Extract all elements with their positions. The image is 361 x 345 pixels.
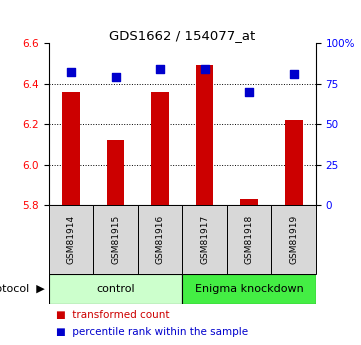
- Title: GDS1662 / 154077_at: GDS1662 / 154077_at: [109, 29, 256, 42]
- Text: protocol  ▶: protocol ▶: [0, 284, 45, 294]
- Bar: [182, 205, 227, 274]
- Text: GSM81919: GSM81919: [289, 215, 298, 264]
- Text: GSM81918: GSM81918: [245, 215, 253, 264]
- Text: Enigma knockdown: Enigma knockdown: [195, 284, 304, 294]
- Point: [291, 71, 296, 77]
- Bar: [62, 92, 80, 205]
- Point: [113, 75, 118, 80]
- Text: control: control: [96, 284, 135, 294]
- Bar: [285, 120, 303, 205]
- Text: ■  percentile rank within the sample: ■ percentile rank within the sample: [56, 327, 248, 337]
- Bar: [240, 199, 258, 205]
- Bar: [196, 66, 213, 205]
- Text: GSM81917: GSM81917: [200, 215, 209, 264]
- Bar: [182, 274, 316, 304]
- Text: GSM81914: GSM81914: [66, 215, 75, 264]
- Point: [246, 89, 252, 95]
- Text: GSM81915: GSM81915: [111, 215, 120, 264]
- Point: [68, 70, 74, 75]
- Bar: [227, 205, 271, 274]
- Bar: [138, 205, 182, 274]
- Text: ■  transformed count: ■ transformed count: [56, 310, 169, 320]
- Bar: [271, 205, 316, 274]
- Bar: [93, 205, 138, 274]
- Bar: [151, 92, 169, 205]
- Bar: [106, 140, 125, 205]
- Point: [202, 66, 208, 72]
- Bar: [49, 274, 182, 304]
- Text: GSM81916: GSM81916: [156, 215, 165, 264]
- Point: [157, 66, 163, 72]
- Bar: [49, 205, 93, 274]
